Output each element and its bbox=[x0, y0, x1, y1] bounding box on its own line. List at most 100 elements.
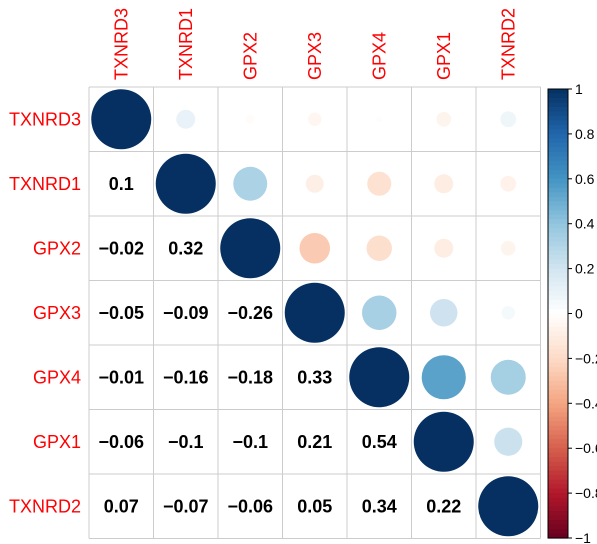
correlation-circle bbox=[494, 427, 523, 456]
correlation-value: −0.01 bbox=[98, 367, 144, 387]
legend-color-segment bbox=[548, 349, 568, 355]
legend-color-segment bbox=[548, 497, 568, 503]
legend-color-segment bbox=[548, 506, 568, 512]
correlation-circle bbox=[501, 306, 515, 320]
legend-tick-label: −0.6 bbox=[575, 440, 597, 456]
legend-color-segment bbox=[548, 214, 568, 220]
legend-color-segment bbox=[548, 385, 568, 391]
legend-color-segment bbox=[548, 277, 568, 283]
correlation-circle bbox=[349, 347, 410, 408]
legend-color-segment bbox=[548, 142, 568, 148]
legend-color-segment bbox=[548, 246, 568, 252]
column-label: TXNRD3 bbox=[111, 8, 131, 80]
legend-color-segment bbox=[548, 174, 568, 180]
legend-color-segment bbox=[548, 187, 568, 193]
legend-color-segment bbox=[548, 358, 568, 364]
correlation-value: 0.33 bbox=[297, 367, 332, 387]
correlation-circle bbox=[490, 359, 526, 395]
legend-color-segment bbox=[548, 115, 568, 122]
legend-color-segment bbox=[548, 268, 568, 274]
legend-color-segment bbox=[548, 93, 568, 99]
correlation-circle bbox=[436, 111, 452, 127]
correlation-value: 0.1 bbox=[109, 174, 134, 194]
legend-color-segment bbox=[548, 129, 568, 135]
legend-color-segment bbox=[548, 484, 568, 490]
row-label: GPX2 bbox=[33, 238, 81, 258]
legend-color-segment bbox=[548, 304, 568, 310]
legend-color-segment bbox=[548, 183, 568, 189]
legend-color-segment bbox=[548, 156, 568, 162]
legend-tick-label: −0.4 bbox=[575, 395, 597, 411]
legend-color-segment bbox=[548, 524, 568, 530]
correlation-value: −0.06 bbox=[227, 496, 273, 516]
legend-color-segment bbox=[548, 515, 568, 521]
legend-color-segment bbox=[548, 232, 568, 238]
correlation-value: −0.1 bbox=[232, 432, 268, 452]
matrix-grid bbox=[88, 86, 541, 539]
legend-color-segment bbox=[548, 367, 568, 373]
legend-tick-label: −0.8 bbox=[575, 485, 597, 501]
correlation-value: 0.32 bbox=[168, 238, 203, 258]
legend-color-segment bbox=[548, 434, 568, 440]
legend-color-segment bbox=[548, 470, 568, 476]
legend-color-segment bbox=[548, 529, 568, 535]
legend-color-segment bbox=[548, 309, 568, 315]
legend-color-segment bbox=[548, 111, 568, 117]
legend-color-segment bbox=[548, 520, 568, 526]
legend-color-segment bbox=[548, 326, 568, 333]
legend-color-segment bbox=[548, 335, 568, 342]
correlation-value: −0.26 bbox=[227, 303, 273, 323]
legend-color-segment bbox=[548, 160, 568, 166]
legend-color-segment bbox=[548, 282, 568, 288]
correlation-value: 0.05 bbox=[297, 496, 332, 516]
correlation-circle bbox=[155, 153, 216, 214]
legend-color-segment bbox=[548, 461, 568, 467]
row-label: TXNRD1 bbox=[9, 174, 81, 194]
column-label: GPX2 bbox=[240, 32, 260, 80]
correlation-circle bbox=[500, 175, 517, 192]
legend-color-segment bbox=[548, 398, 568, 404]
legend-color-segment bbox=[548, 147, 568, 153]
legend-color-segment bbox=[548, 228, 568, 234]
legend-color-segment bbox=[548, 250, 568, 256]
correlation-circle bbox=[413, 411, 474, 472]
legend-color-segment bbox=[548, 407, 568, 413]
legend-color-segment bbox=[548, 273, 568, 279]
legend-color-segment bbox=[548, 466, 568, 472]
row-label: TXNRD2 bbox=[9, 496, 81, 516]
legend-color-segment bbox=[548, 223, 568, 229]
legend-color-segment bbox=[548, 165, 568, 171]
legend-color-segment bbox=[548, 511, 568, 517]
correlation-value: −0.18 bbox=[227, 367, 273, 387]
legend-color-segment bbox=[548, 353, 568, 359]
correlation-circle bbox=[284, 282, 345, 343]
legend-color-segment bbox=[548, 317, 568, 324]
legend-color-segment bbox=[548, 362, 568, 368]
legend-color-segment bbox=[548, 371, 568, 377]
legend-color-segment bbox=[548, 412, 568, 418]
row-label: GPX4 bbox=[33, 367, 81, 387]
legend-color-segment bbox=[548, 322, 568, 328]
row-label: GPX1 bbox=[33, 432, 81, 452]
correlation-value: −0.02 bbox=[98, 238, 144, 258]
legend-color-segment bbox=[548, 106, 568, 113]
matrix-marks: 0.1 −0.02 0.32 −0.05 −0.09 −0.26 −0.01 −0.16 −0.… bbox=[91, 89, 539, 537]
legend-color-segment bbox=[548, 219, 568, 225]
correlation-circle bbox=[421, 355, 466, 400]
legend-color-segment bbox=[548, 488, 568, 494]
legend-color-segment bbox=[548, 533, 568, 539]
correlation-circle bbox=[246, 115, 255, 124]
correlation-circle bbox=[376, 116, 383, 123]
correlation-circle bbox=[299, 232, 331, 264]
legend-color-segment bbox=[548, 89, 568, 95]
row-labels: TXNRD3 TXNRD1 GPX2 GPX3 GPX4 GPX1 TXNRD2 bbox=[9, 109, 81, 516]
correlation-circle bbox=[366, 235, 392, 261]
correlation-circle bbox=[500, 111, 517, 128]
column-label: TXNRD2 bbox=[498, 8, 518, 80]
legend-color-segment bbox=[548, 210, 568, 216]
legend-color-segment bbox=[548, 457, 568, 463]
legend-color-segment bbox=[548, 138, 568, 144]
correlation-value: −0.07 bbox=[163, 496, 209, 516]
legend-color-segment bbox=[548, 178, 568, 184]
